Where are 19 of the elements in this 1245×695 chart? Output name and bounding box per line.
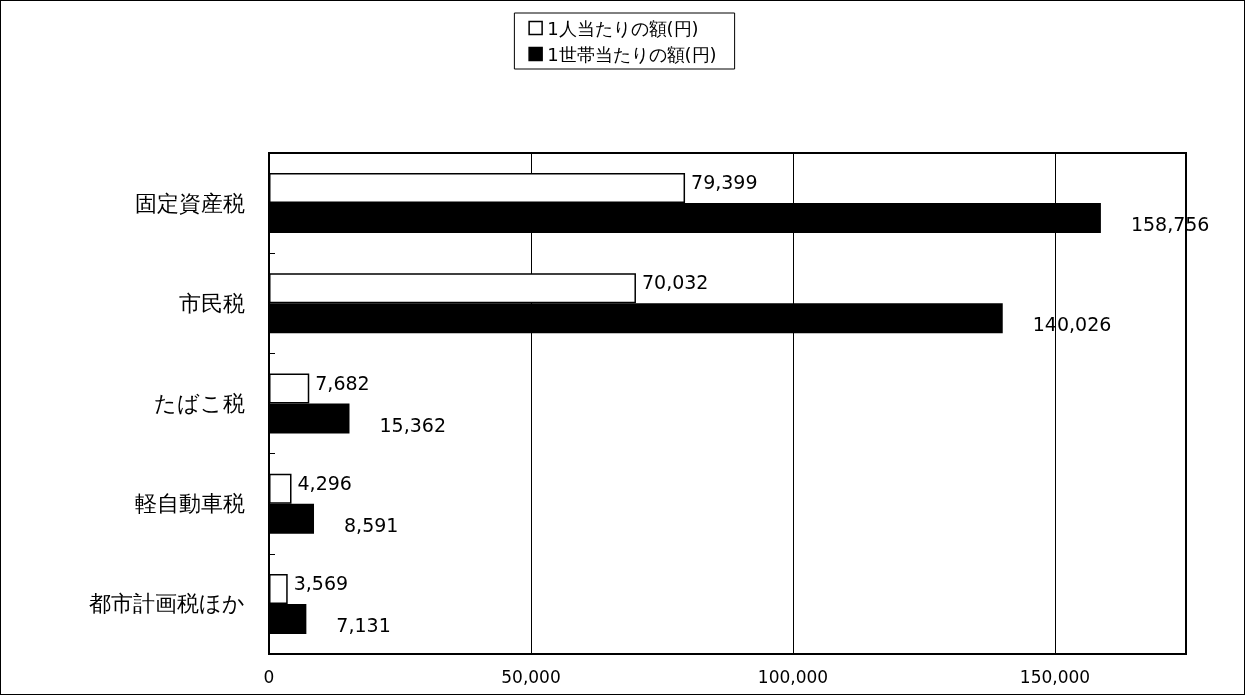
legend-label: 1世帯当たりの額(円) [547,43,717,65]
data-label: 70,032 [641,271,709,294]
data-label: 7,131 [336,613,391,636]
y-tick-label: 固定資産税 [135,190,245,216]
legend-label: 1人当たりの額(円) [547,17,699,39]
y-tick-label: 都市計画税ほか [89,591,245,617]
y-tick-label: 軽自動車税 [135,491,245,517]
y-tick-label: 市民税 [179,290,245,316]
x-tick-label: 0 [263,666,275,687]
y-tick-label: たばこ税 [154,391,245,416]
data-label: 79,399 [691,171,758,194]
data-label: 8,591 [344,513,399,536]
data-label: 7,682 [315,371,370,394]
data-label: 3,569 [293,571,349,594]
x-tick-label: 50,000 [501,666,561,687]
data-label: 15,362 [379,413,446,436]
data-label: 4,296 [297,471,352,494]
x-tick-label: 100,000 [757,666,829,687]
x-tick-label: 150,000 [1019,666,1091,687]
